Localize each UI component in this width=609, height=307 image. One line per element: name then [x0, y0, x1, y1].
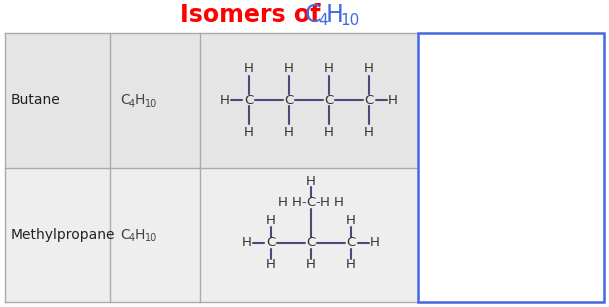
Text: H: H: [324, 126, 334, 139]
Text: H: H: [306, 174, 316, 188]
Text: H: H: [242, 236, 252, 249]
Text: C: C: [364, 94, 374, 107]
Text: H: H: [346, 214, 356, 227]
Text: H: H: [244, 126, 254, 139]
Bar: [418, 168, 604, 302]
Text: -: -: [315, 196, 320, 209]
Text: 10: 10: [145, 99, 157, 109]
Text: H: H: [320, 196, 330, 209]
Text: 4: 4: [129, 99, 135, 109]
Text: H: H: [292, 196, 302, 209]
Text: H: H: [135, 93, 146, 107]
Text: H: H: [220, 94, 230, 107]
Text: C: C: [305, 3, 322, 27]
Text: C: C: [120, 93, 130, 107]
Text: H: H: [326, 3, 344, 27]
Bar: [418, 33, 604, 168]
Text: H: H: [346, 258, 356, 271]
Text: C: C: [120, 228, 130, 242]
Text: H: H: [266, 214, 276, 227]
Text: C: C: [306, 236, 315, 249]
Text: H: H: [278, 196, 288, 209]
Text: C: C: [266, 236, 276, 249]
Text: C: C: [244, 94, 253, 107]
Text: H: H: [284, 62, 294, 75]
Text: C: C: [347, 236, 356, 249]
Text: H: H: [364, 62, 374, 75]
Text: C: C: [284, 94, 294, 107]
Bar: [110, 168, 200, 302]
Bar: [200, 33, 418, 168]
Text: Butane: Butane: [11, 93, 61, 107]
Text: C: C: [306, 196, 315, 209]
Bar: [418, 33, 604, 302]
Text: H: H: [334, 196, 344, 209]
Text: H: H: [388, 94, 398, 107]
Text: H: H: [135, 228, 146, 242]
Text: -: -: [301, 196, 306, 209]
Text: H: H: [370, 236, 380, 249]
Text: H: H: [324, 62, 334, 75]
Text: Methylpropane: Methylpropane: [11, 228, 116, 242]
Text: H: H: [266, 258, 276, 271]
Bar: [5, 168, 110, 302]
Text: H: H: [306, 258, 316, 271]
Bar: [110, 33, 200, 168]
Bar: [5, 33, 110, 168]
Text: 10: 10: [145, 233, 157, 243]
Text: H: H: [284, 126, 294, 139]
Bar: [200, 168, 418, 302]
Text: H: H: [244, 62, 254, 75]
Text: 4: 4: [318, 13, 328, 28]
Text: C: C: [325, 94, 334, 107]
Text: 10: 10: [340, 13, 359, 28]
Text: H: H: [364, 126, 374, 139]
Text: Isomers of: Isomers of: [180, 3, 329, 27]
Text: 4: 4: [129, 233, 135, 243]
